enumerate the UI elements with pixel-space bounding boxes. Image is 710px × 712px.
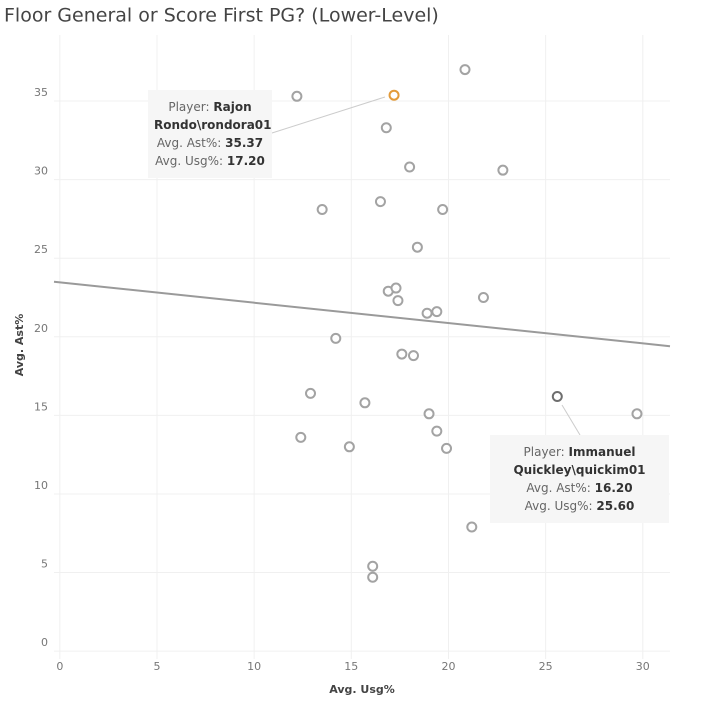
point	[295, 431, 307, 443]
point	[411, 241, 423, 253]
y-tick-label: 10	[34, 479, 48, 492]
y-axis-label: Avg. Ast%	[13, 314, 26, 377]
trend-line	[53, 280, 671, 348]
y-tick-label: 15	[34, 400, 48, 413]
point	[497, 164, 509, 176]
x-tick-label: 10	[247, 660, 261, 673]
point	[437, 203, 449, 215]
point	[407, 350, 419, 362]
point	[367, 571, 379, 583]
point	[380, 122, 392, 134]
tooltip-value: 35.37	[225, 136, 264, 150]
point	[551, 391, 563, 403]
tooltip-label: Avg. Ast%:	[526, 481, 591, 495]
y-tick-label: 20	[34, 322, 48, 335]
point	[343, 441, 355, 453]
tooltip-value: Immanuel Quickley\quickim01	[513, 445, 646, 477]
y-tick-label: 30	[34, 165, 48, 178]
x-tick-label: 25	[539, 660, 553, 673]
x-tick-label: 30	[636, 660, 650, 673]
tooltip-value: Rajon Rondo\rondora01	[154, 100, 272, 132]
tooltip-label: Player:	[168, 100, 210, 114]
point	[421, 307, 433, 319]
y-tick-label: 0	[41, 636, 48, 649]
y-tick-label: 5	[41, 558, 48, 571]
x-axis-label: Avg. Usg%	[329, 683, 395, 696]
tooltip-label: Avg. Usg%:	[155, 154, 224, 168]
y-tick-label: 25	[34, 243, 48, 256]
point	[330, 332, 342, 344]
point	[392, 295, 404, 307]
point	[359, 397, 371, 409]
leader-line	[561, 404, 581, 436]
x-tick-label: 5	[153, 660, 160, 673]
point	[631, 408, 643, 420]
point	[291, 90, 303, 102]
point	[466, 521, 478, 533]
tooltip-value: 17.20	[226, 154, 265, 168]
tooltip-value: 16.20	[594, 481, 633, 495]
x-tick-label: 15	[344, 660, 358, 673]
point	[459, 64, 471, 76]
point	[431, 306, 443, 318]
leader-line	[271, 96, 386, 134]
y-tick-label: 35	[34, 86, 48, 99]
point	[431, 425, 443, 437]
point	[477, 291, 489, 303]
tooltip-value: 25.60	[596, 499, 635, 513]
point	[396, 348, 408, 360]
point	[316, 203, 328, 215]
point	[374, 196, 386, 208]
tooltip: Player: Rajon Rondo\rondora01 Avg. Ast%:…	[148, 90, 272, 178]
x-tick-label: 0	[56, 660, 63, 673]
point	[404, 161, 416, 173]
point	[367, 560, 379, 572]
point	[423, 408, 435, 420]
point	[390, 282, 402, 294]
point	[305, 387, 317, 399]
chart-title: Floor General or Score First PG? (Lower-…	[4, 5, 439, 27]
tooltip: Player: Immanuel Quickley\quickim01 Avg.…	[490, 435, 669, 523]
point	[441, 442, 453, 454]
tooltip-label: Player:	[523, 445, 565, 459]
tooltip-label: Avg. Usg%:	[524, 499, 593, 513]
x-tick-label: 20	[441, 660, 455, 673]
tooltip-label: Avg. Ast%:	[156, 136, 222, 150]
point	[388, 89, 400, 101]
